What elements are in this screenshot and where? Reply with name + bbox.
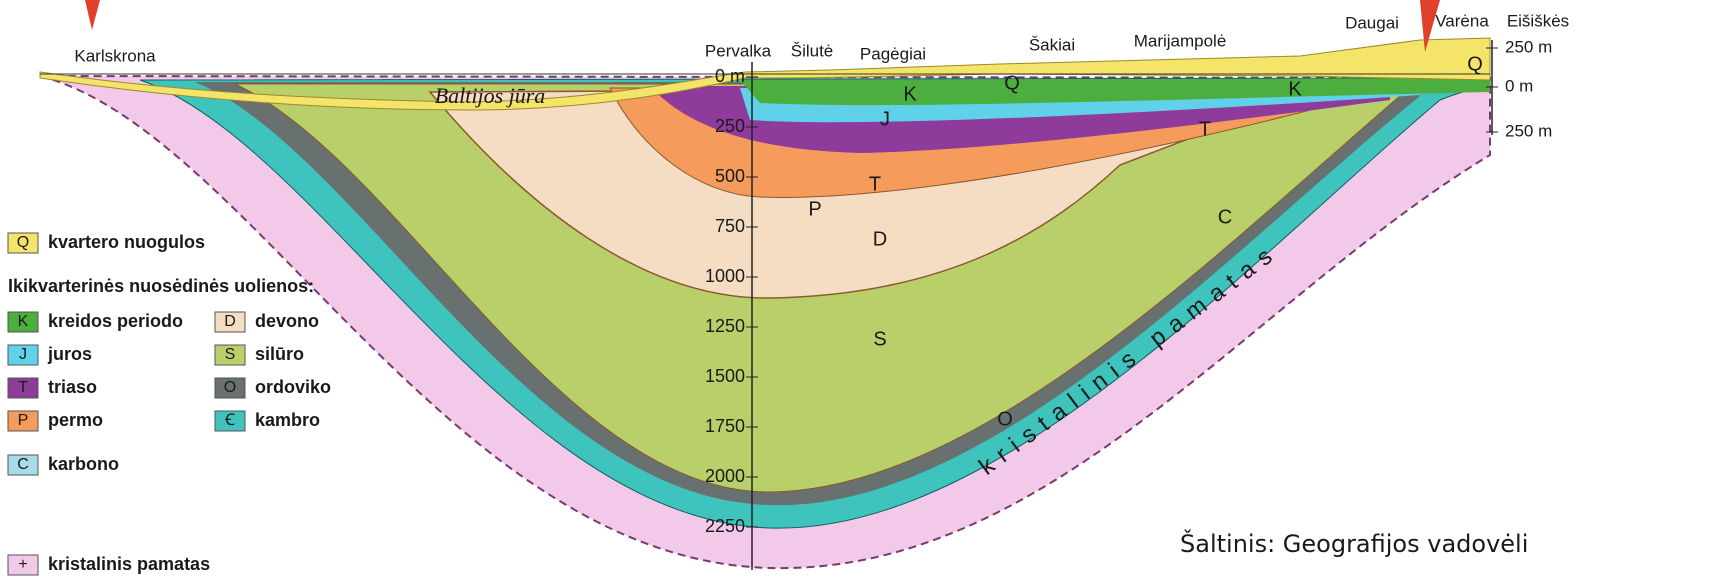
place-name: Šakiai [1029,35,1075,54]
layer-letter: Q [1467,53,1483,75]
layer-letter: K [903,83,917,105]
place-name: Pervalka [705,41,772,60]
depth-label: 1500 [705,366,745,386]
legend-label: permo [48,410,103,430]
layer-letter: D [873,228,887,250]
depth-label: 1000 [705,266,745,286]
depth-label: 750 [715,216,745,236]
cross-section: Karlskrona Pervalka Šilutė Pagėgiai Šakiai Ma… [0,0,1711,577]
legend-code: K [18,313,29,330]
place-name: Šilutė [791,41,834,60]
layer-letter: T [869,173,881,195]
legend-code: O [224,379,236,396]
place-name: Eišiškės [1507,11,1569,30]
place-name: Pagėgiai [860,44,926,63]
layer-letter: C [1218,206,1232,228]
place-name: Marijampolė [1134,31,1227,50]
place-name: Varėna [1435,11,1489,30]
legend-code: S [225,346,236,363]
legend-code: Ꞓ [224,412,235,429]
height-label: 250 m [1505,121,1552,140]
legend-label: kristalinis pamatas [48,554,210,574]
legend-label: silūro [255,344,304,364]
layer-letter: J [880,108,890,130]
source: Šaltinis: Geografijos vadovėli [1180,528,1528,558]
legend-code: P [18,412,29,429]
layer-letter: O [997,408,1013,430]
legend-label: juros [47,344,92,364]
depth-label: 1750 [705,416,745,436]
legend-code: C [17,456,29,473]
depth-label: 0 m [715,66,745,86]
legend-label: karbono [48,454,119,474]
depth-label: 500 [715,166,745,186]
height-label: 250 m [1505,37,1552,56]
legend-code: Q [17,234,29,251]
layer-letter: K [1288,78,1302,100]
layer-letter: P [808,198,821,220]
depth-label: 2250 [705,516,745,536]
depth-label: 2000 [705,466,745,486]
legend-label: ordoviko [255,377,331,397]
legend-code: + [18,556,27,573]
depth-label: 1250 [705,316,745,336]
place-name: Daugai [1345,13,1399,32]
layer-letter: S [873,328,886,350]
legend-code: J [19,346,27,363]
legend-code: T [18,379,28,396]
legend-label: kvartero nuogulos [48,232,205,252]
legend-label: devono [255,311,319,331]
legend-header: Ikikvarterinės nuosėdinės uolienos: [8,276,314,296]
legend-code: D [224,313,236,330]
layer-letter: Q [1004,72,1020,94]
legend-label: triaso [48,377,97,397]
sea-name: Baltijos jūra [435,83,546,108]
layer-letter: T [1199,118,1211,140]
legend-label: kambro [255,410,320,430]
place-name: Karlskrona [74,46,156,65]
height-label: 0 m [1505,76,1533,95]
legend-label: kreidos periodo [48,311,183,331]
depth-label: 250 [715,116,745,136]
